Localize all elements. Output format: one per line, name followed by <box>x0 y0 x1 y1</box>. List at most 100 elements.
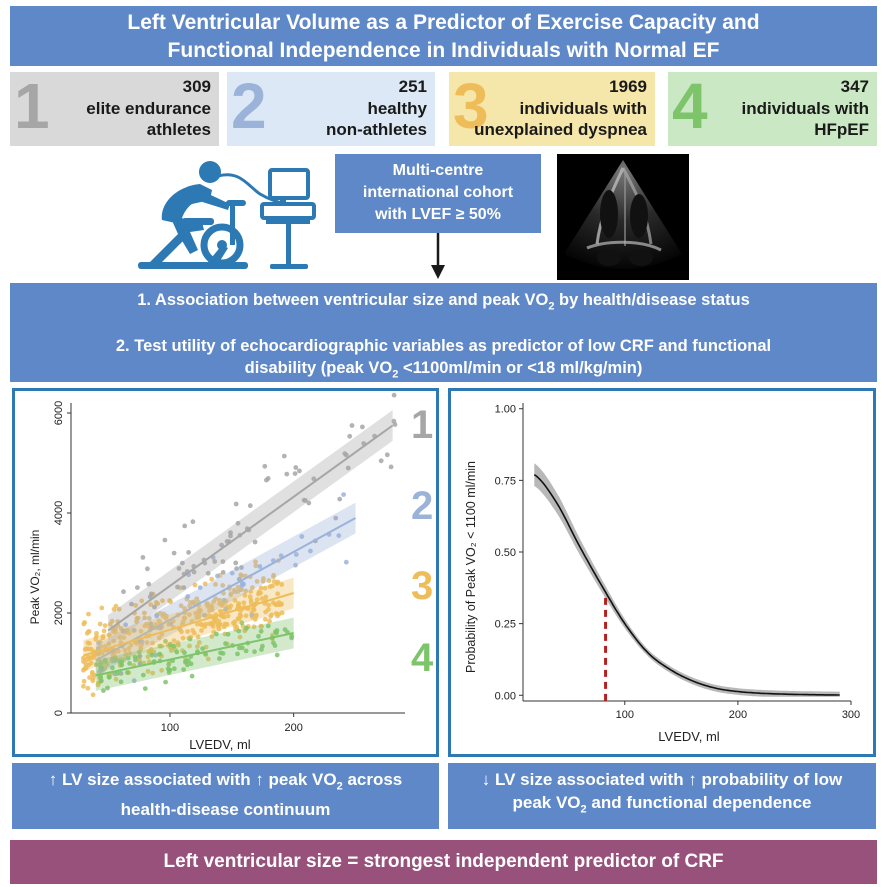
scatter-point-series-1 <box>118 671 124 676</box>
scatter-point-series-2 <box>336 533 342 538</box>
scatter-point-series-3 <box>138 645 143 650</box>
aims-box: 1. Association between ventricular size … <box>10 283 877 382</box>
scatter-point-series-3 <box>232 598 238 603</box>
scatter-point-series-4 <box>119 662 125 668</box>
scatter-point-series-4 <box>256 633 261 639</box>
scatter-point-series-3 <box>109 618 115 624</box>
scatter-point-series-1 <box>129 601 134 607</box>
scatter-point-series-2 <box>185 594 191 599</box>
scatter-point-series-4 <box>272 643 278 648</box>
scatter-point-series-4 <box>98 674 104 680</box>
scatter-point-series-3 <box>148 602 154 607</box>
scatter-point-series-4 <box>105 685 110 691</box>
cohort-desc-line3: with LVEF ≥ 50% <box>375 206 501 223</box>
scatter-point-series-3 <box>279 582 285 587</box>
echocardiogram-image <box>557 154 689 280</box>
scatter-point-series-4 <box>133 657 138 663</box>
scatter-point-series-3 <box>94 634 99 639</box>
scatter-point-series-3 <box>195 634 201 640</box>
scatter-point-series-3 <box>221 624 227 630</box>
scatter-point-series-1 <box>205 570 211 576</box>
cohort-description-box: Multi-centre international cohort with L… <box>335 154 541 233</box>
scatter-point-series-2 <box>154 613 160 619</box>
scatter-point-series-3 <box>199 628 204 633</box>
cohort-4-box: 4 347 individuals with HFpEF <box>668 70 877 146</box>
scatter-point-series-3 <box>209 576 215 582</box>
scatter-point-series-4 <box>187 636 193 642</box>
prob-y-tick-label: 1.00 <box>495 404 516 416</box>
probability-curve <box>533 463 840 701</box>
scatter-point-series-1 <box>247 503 253 509</box>
probability-axes: 100 200 300 0.00 0.25 0.50 0.75 1.00 <box>495 403 860 721</box>
scatter-point-series-2 <box>153 652 159 658</box>
scatter-point-series-3 <box>262 616 268 622</box>
cohort-desc-line2: international cohort <box>362 184 514 201</box>
scatter-point-series-3 <box>121 635 127 640</box>
scatter-point-series-3 <box>89 669 95 675</box>
scatter-point-series-4 <box>157 643 163 649</box>
scatter-x-label: LVEDV, ml <box>189 737 251 752</box>
scatter-point-series-3 <box>128 642 134 648</box>
scatter-point-series-3 <box>122 647 128 653</box>
scatter-point-series-3 <box>97 621 103 627</box>
scatter-point-series-3 <box>181 615 187 621</box>
scatter-point-series-3 <box>142 610 147 616</box>
scatter-point-series-1 <box>228 533 233 539</box>
scatter-point-series-1 <box>311 476 317 482</box>
rider-leg <box>170 216 204 254</box>
scatter-point-series-1 <box>140 555 146 560</box>
scatter-point-series-3 <box>84 657 90 663</box>
scatter-point-series-3 <box>100 635 106 641</box>
cohort-3-number: 3 <box>453 70 489 142</box>
scatter-point-series-4 <box>274 652 280 658</box>
scatter-point-series-3 <box>262 585 268 591</box>
scatter-point-series-2 <box>239 580 245 586</box>
scatter-point-series-4 <box>182 650 187 656</box>
scatter-point-series-3 <box>153 600 159 605</box>
scatter-point-series-3 <box>81 621 87 627</box>
arrow-down-icon <box>431 233 445 279</box>
scatter-point-series-3 <box>258 585 264 591</box>
scatter-point-series-2 <box>201 612 207 618</box>
scatter-point-series-3 <box>150 640 156 646</box>
scatter-point-series-3 <box>134 619 139 624</box>
scatter-point-series-1 <box>233 560 239 566</box>
scatter-point-series-1 <box>171 550 177 556</box>
scatter-point-series-1 <box>384 452 390 458</box>
scatter-point-series-3 <box>276 611 282 617</box>
monitor <box>268 168 310 200</box>
scatter-point-series-3 <box>198 621 204 627</box>
scatter-point-series-3 <box>220 583 226 588</box>
scatter-point-series-3 <box>198 608 204 614</box>
scatter-point-series-3 <box>106 632 112 638</box>
title-line-2: Functional Independence in Individuals w… <box>167 39 720 62</box>
scatter-point-series-4 <box>244 625 249 631</box>
scatter-point-series-3 <box>178 603 184 609</box>
finding-right-box: ↓ LV size associated with ↑ probability … <box>448 763 876 829</box>
scatter-point-series-3 <box>81 683 86 689</box>
scatter-point-series-3 <box>99 605 105 611</box>
finding-right-text3: peak VO <box>512 793 581 812</box>
scatter-fit-line-series-4 <box>95 632 294 677</box>
conclusion-banner: Left ventricular size = strongest indepe… <box>10 840 877 884</box>
finding-right-subscript: 2 <box>580 803 587 816</box>
scatter-point-series-4 <box>98 678 104 684</box>
scatter-point-series-1 <box>180 560 185 566</box>
scatter-point-series-3 <box>87 675 92 680</box>
scatter-point-series-3 <box>232 589 238 595</box>
scatter-point-series-3 <box>228 603 234 609</box>
scatter-point-series-3 <box>187 612 192 617</box>
scatter-point-series-3 <box>258 623 264 629</box>
scatter-point-series-3 <box>106 641 112 647</box>
scatter-point-series-1 <box>176 566 182 571</box>
scatter-point-series-3 <box>145 654 151 660</box>
scatter-point-series-4 <box>214 631 219 637</box>
arrow-down-small-icon: ↓ <box>481 770 491 789</box>
scatter-point-series-4 <box>203 652 209 657</box>
arrow-up-icon: ↑ <box>255 770 264 789</box>
scatter-point-series-3 <box>217 597 223 603</box>
scatter-point-series-4 <box>223 641 228 646</box>
prob-x-tick-label: 200 <box>729 709 747 721</box>
scatter-point-series-4 <box>189 673 195 679</box>
scatter-point-series-3 <box>145 668 151 674</box>
